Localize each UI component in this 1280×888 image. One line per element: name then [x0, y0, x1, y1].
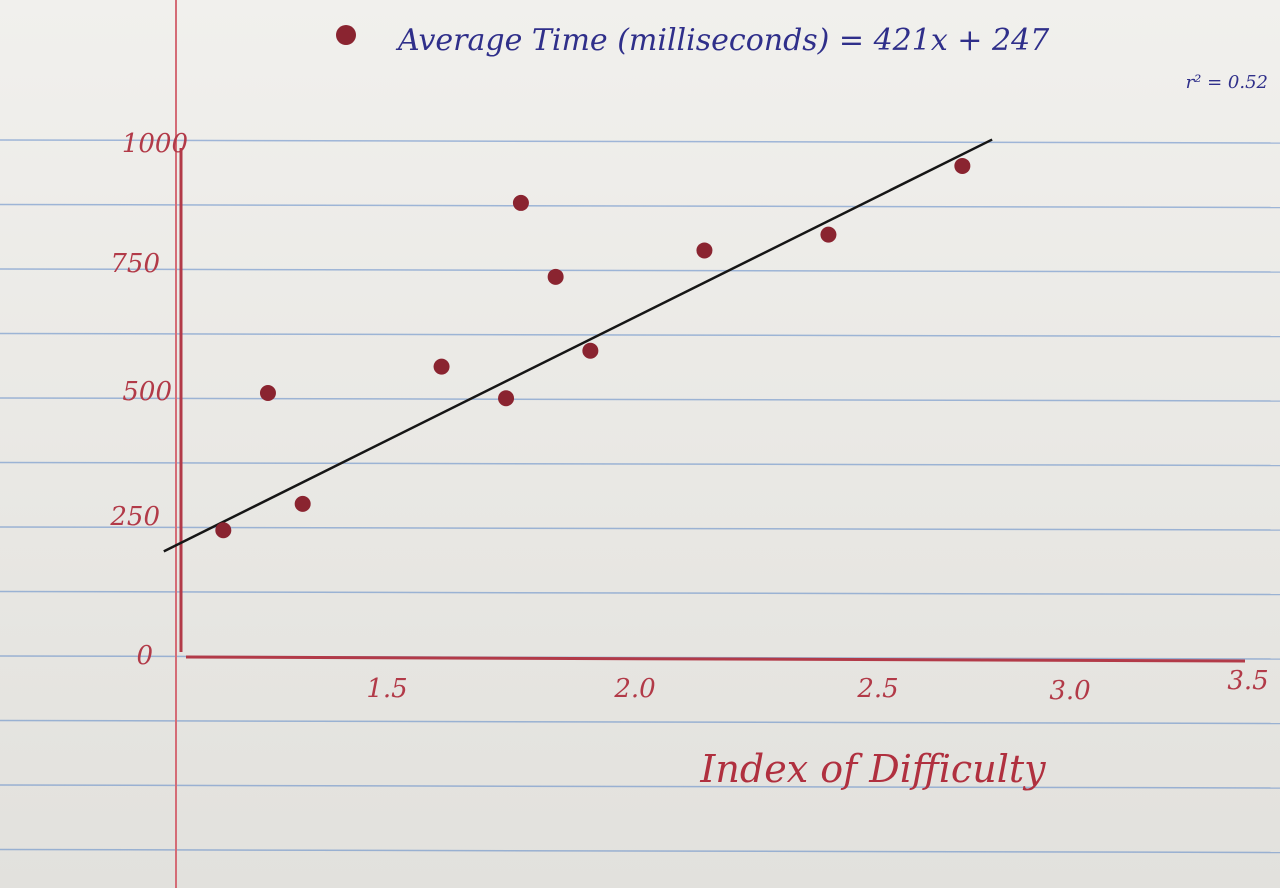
rule-line	[0, 526, 1280, 531]
x-tick-label: 3.5	[1227, 666, 1268, 696]
notebook-rule-lines	[0, 139, 1280, 854]
x-axis	[185, 655, 1246, 663]
r-squared-note: r² = 0.52	[1186, 72, 1268, 93]
data-point	[433, 358, 450, 375]
x-axis-label: Index of Difficulty	[699, 747, 1046, 791]
y-tick-label: 500	[122, 377, 172, 407]
x-tick-label: 1.5	[366, 674, 407, 704]
rule-line	[0, 590, 1280, 596]
y-tick-label: 750	[110, 249, 160, 279]
data-point	[498, 390, 515, 407]
x-tick-label: 2.0	[613, 674, 655, 704]
chart-title: Average Time (milliseconds) = 421x + 247	[395, 23, 1050, 58]
rule-line	[0, 139, 1280, 144]
y-tick-label: 1000	[122, 129, 188, 159]
rule-line	[0, 268, 1280, 273]
x-tick-label: 3.0	[1049, 676, 1090, 706]
rule-line	[0, 332, 1280, 338]
data-point	[512, 194, 529, 211]
rule-line	[0, 848, 1280, 854]
rule-line	[0, 784, 1280, 789]
data-point	[582, 342, 599, 359]
trendline	[163, 138, 993, 553]
data-point	[954, 157, 971, 174]
data-point	[696, 242, 713, 259]
rule-line	[0, 397, 1280, 402]
data-point	[215, 522, 232, 539]
data-point	[820, 226, 837, 243]
legend-marker	[336, 25, 356, 45]
data-point	[547, 268, 564, 285]
x-tick-labels: 1.5 2.0 2.5 3.0 3.5	[366, 666, 1268, 706]
y-tick-label: 250	[109, 502, 160, 532]
data-points	[215, 157, 971, 539]
y-tick-label: 0	[136, 641, 153, 671]
y-tick-labels: 0 250 500 750 1000	[109, 129, 188, 671]
x-tick-label: 2.5	[856, 674, 898, 704]
rule-line	[0, 203, 1280, 209]
rule-line	[0, 719, 1280, 725]
data-point	[294, 495, 311, 512]
rule-line	[0, 461, 1280, 467]
data-point	[259, 385, 276, 401]
